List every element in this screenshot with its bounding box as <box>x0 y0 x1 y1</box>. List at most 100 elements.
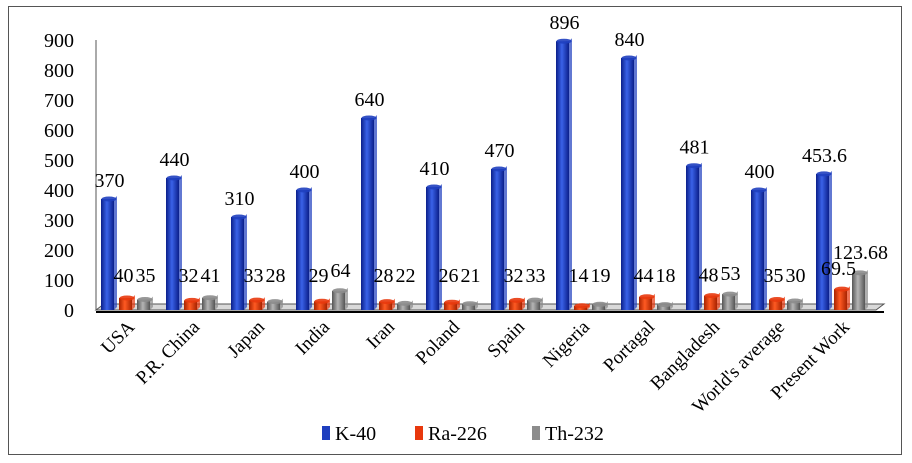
bar-side <box>829 170 832 310</box>
bar-body <box>296 190 309 310</box>
bar-top <box>509 297 525 303</box>
bar-top <box>397 300 413 306</box>
legend-label: K-40 <box>335 423 376 445</box>
data-label: 19 <box>591 265 611 287</box>
bar-top <box>444 299 460 305</box>
data-label: 21 <box>461 265 481 287</box>
data-label: 44 <box>634 265 654 287</box>
bar-body <box>704 295 717 310</box>
bar-top <box>332 288 348 294</box>
data-label: 41 <box>201 265 221 287</box>
data-label: 640 <box>355 89 385 111</box>
bar-top <box>574 303 590 309</box>
bar-top <box>462 301 478 307</box>
bar-body <box>751 190 764 310</box>
y-tick-label: 400 <box>44 180 74 202</box>
bar-body <box>787 301 800 310</box>
data-label: 310 <box>225 188 255 210</box>
bar-top <box>249 297 265 303</box>
bar-top <box>314 298 330 304</box>
bar-top <box>296 187 312 193</box>
bar-top <box>267 299 283 305</box>
bar-side <box>244 214 247 310</box>
bar-side <box>179 175 182 310</box>
data-label: 370 <box>95 170 125 192</box>
bar-ra-226 <box>769 296 785 310</box>
data-label: 440 <box>160 149 190 171</box>
bar-body <box>314 301 327 310</box>
bar-side <box>847 286 850 310</box>
data-label: 29 <box>309 265 329 287</box>
bar-body <box>769 299 782 310</box>
bar-ra-226 <box>704 292 720 310</box>
bar-body <box>379 301 392 310</box>
bar-ra-226 <box>574 302 590 310</box>
bar-body <box>592 304 605 310</box>
x-category-label: P.R. China <box>132 316 204 388</box>
bar-th-232 <box>592 301 608 310</box>
bar-side <box>605 301 608 310</box>
bar-body <box>491 169 504 310</box>
bar-top <box>202 295 218 301</box>
y-tick-label: 300 <box>44 210 74 232</box>
x-category-label: Japan <box>224 316 270 362</box>
bar-ra-226 <box>379 298 395 310</box>
bar-ra-226 <box>444 299 460 310</box>
data-label: 30 <box>786 265 806 287</box>
bar-body <box>621 58 634 310</box>
bar-top <box>184 297 200 303</box>
bar-body <box>834 289 847 310</box>
data-label: 28 <box>266 265 286 287</box>
y-tick-label: 200 <box>44 240 74 262</box>
bar-k-40 <box>101 196 117 310</box>
bar-side <box>865 269 868 310</box>
bar-body <box>184 300 197 310</box>
x-category-label: India <box>292 316 335 359</box>
y-axis-ticks: 0 100 200 300 400 500 600 700 800 900 <box>44 30 74 322</box>
bar-th-232 <box>332 287 348 310</box>
x-category-label: USA <box>97 316 139 358</box>
bar-top <box>592 301 608 307</box>
bar-top <box>556 38 572 44</box>
bar-top <box>119 295 135 301</box>
bar-body <box>657 304 670 310</box>
bar-th-232 <box>397 300 413 310</box>
bar-ra-226 <box>834 286 850 310</box>
bar-body <box>397 303 410 310</box>
bar-k-40 <box>426 184 442 310</box>
bar-side <box>114 196 117 310</box>
data-label: 840 <box>615 29 645 51</box>
bar-side <box>309 187 312 310</box>
data-label: 481 <box>680 137 710 159</box>
data-label: 35 <box>136 265 156 287</box>
bar-k-40 <box>166 175 182 310</box>
bar-side <box>699 162 702 310</box>
data-label: 18 <box>656 265 676 287</box>
bar-body <box>249 300 262 310</box>
data-label: 33 <box>244 265 264 287</box>
y-tick-label: 100 <box>44 270 74 292</box>
legend-label: Th-232 <box>545 423 604 445</box>
bar-side <box>764 187 767 310</box>
bar-body <box>444 302 457 310</box>
bar-th-232 <box>787 298 803 310</box>
bar-body <box>722 294 735 310</box>
bar-top <box>166 175 182 181</box>
legend-swatch <box>322 426 330 440</box>
bar-body <box>332 290 345 310</box>
bar-ra-226 <box>639 293 655 310</box>
data-label: 64 <box>331 260 351 282</box>
data-label: 28 <box>374 265 394 287</box>
bar-side <box>504 166 507 310</box>
bar-k-40 <box>816 170 832 310</box>
bar-ra-226 <box>249 297 265 310</box>
data-label: 470 <box>485 140 515 162</box>
data-label: 40 <box>114 265 134 287</box>
bar-body <box>816 173 829 310</box>
bar-top <box>852 270 868 276</box>
bar-top <box>426 184 442 190</box>
x-category-label: Poland <box>412 316 465 369</box>
legend-swatch <box>415 426 423 440</box>
y-tick-label: 800 <box>44 60 74 82</box>
